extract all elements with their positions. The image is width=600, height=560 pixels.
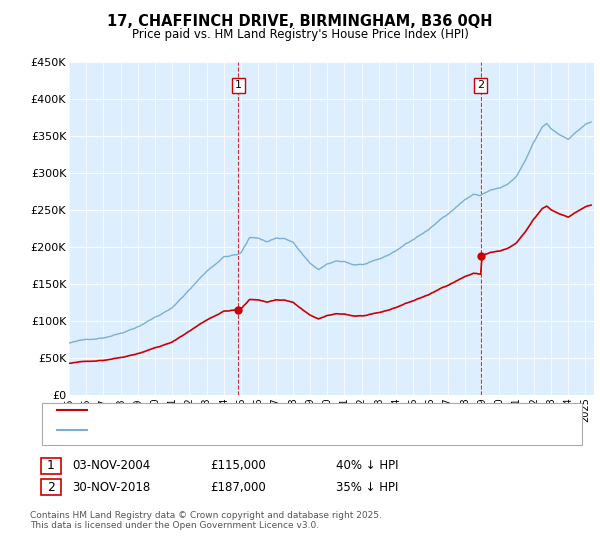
Text: 17, CHAFFINCH DRIVE, BIRMINGHAM, B36 0QH (semi-detached house): 17, CHAFFINCH DRIVE, BIRMINGHAM, B36 0QH… xyxy=(90,405,457,415)
Text: HPI: Average price, semi-detached house, Solihull: HPI: Average price, semi-detached house,… xyxy=(90,425,350,435)
Text: 03-NOV-2004: 03-NOV-2004 xyxy=(72,459,150,473)
Text: 1: 1 xyxy=(235,80,242,90)
Text: Contains HM Land Registry data © Crown copyright and database right 2025.
This d: Contains HM Land Registry data © Crown c… xyxy=(30,511,382,530)
Text: Price paid vs. HM Land Registry's House Price Index (HPI): Price paid vs. HM Land Registry's House … xyxy=(131,28,469,41)
Text: £187,000: £187,000 xyxy=(210,480,266,494)
Text: 40% ↓ HPI: 40% ↓ HPI xyxy=(336,459,398,473)
Text: 35% ↓ HPI: 35% ↓ HPI xyxy=(336,480,398,494)
Text: 30-NOV-2018: 30-NOV-2018 xyxy=(72,480,150,494)
Text: 2: 2 xyxy=(477,80,484,90)
Text: 2: 2 xyxy=(47,480,55,494)
Text: 1: 1 xyxy=(47,459,55,473)
Text: 17, CHAFFINCH DRIVE, BIRMINGHAM, B36 0QH: 17, CHAFFINCH DRIVE, BIRMINGHAM, B36 0QH xyxy=(107,14,493,29)
Text: £115,000: £115,000 xyxy=(210,459,266,473)
